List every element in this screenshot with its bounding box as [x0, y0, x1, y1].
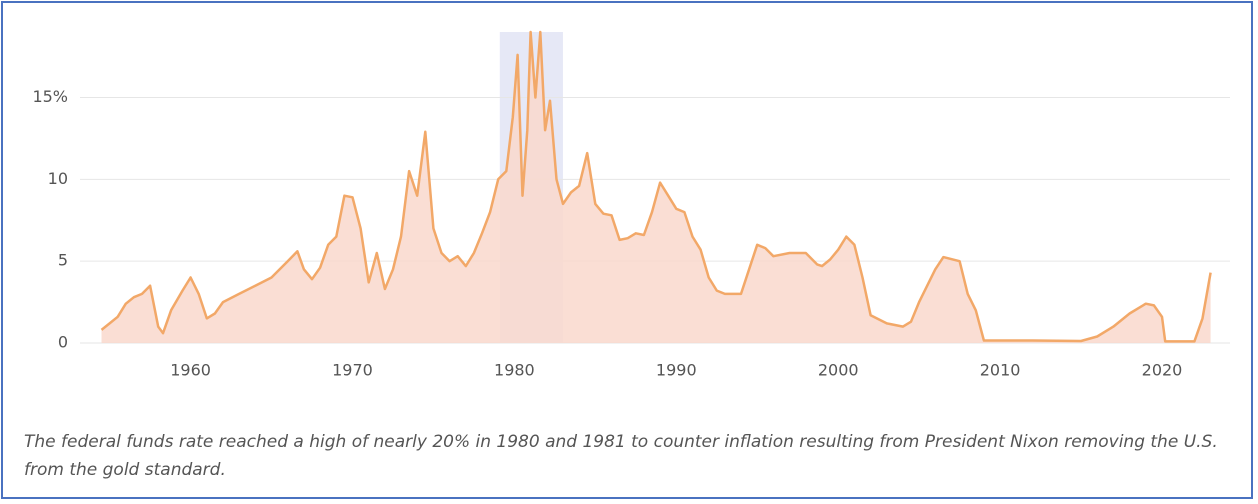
y-tick-label: 15% [32, 87, 68, 106]
x-tick-label: 2010 [980, 361, 1021, 380]
y-tick-label: 0 [58, 333, 68, 352]
area [101, 32, 1211, 343]
x-tick-label: 1990 [656, 361, 697, 380]
x-tick-label: 1960 [170, 361, 211, 380]
y-tick-label: 5 [58, 251, 68, 270]
x-tick-label: 1980 [494, 361, 535, 380]
line [100, 30, 1212, 343]
x-tick-label: 1970 [332, 361, 373, 380]
x-tick-label: 2020 [1142, 361, 1183, 380]
y-tick-label: 10 [48, 169, 68, 188]
caption: The federal funds rate reached a high of… [24, 432, 1218, 480]
chart: 0 5 10 15% 1960 1970 1980 1990 2000 2010 2020 [32, 30, 1230, 380]
x-tick-label: 2000 [818, 361, 859, 380]
